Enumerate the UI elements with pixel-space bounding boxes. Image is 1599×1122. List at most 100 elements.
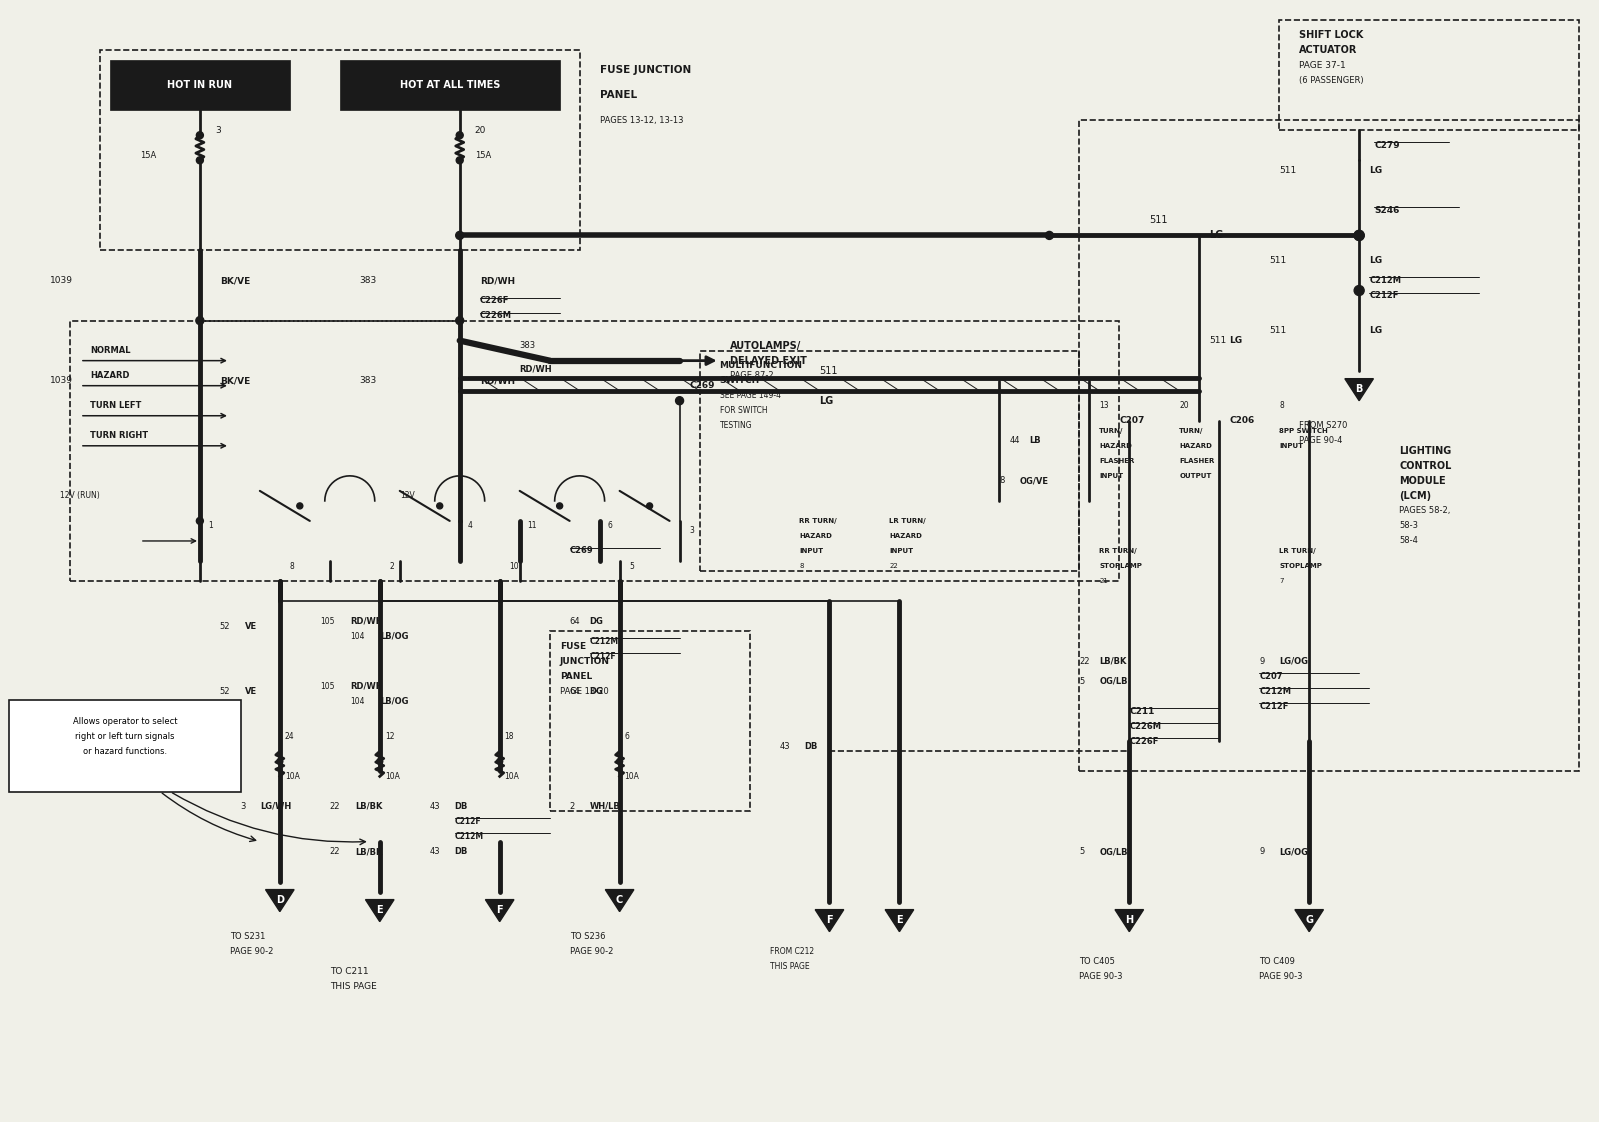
Text: BK/VE: BK/VE — [219, 376, 249, 385]
Text: TO C211: TO C211 — [329, 967, 368, 976]
Polygon shape — [1295, 910, 1324, 931]
Text: 12V (RUN): 12V (RUN) — [59, 491, 99, 500]
Text: C226F: C226F — [480, 296, 508, 305]
Text: AUTOLAMPS/: AUTOLAMPS/ — [729, 341, 801, 350]
Text: LB/BK: LB/BK — [1099, 656, 1127, 665]
Polygon shape — [886, 910, 913, 931]
Text: SHIFT LOCK: SHIFT LOCK — [1298, 30, 1364, 40]
Text: HAZARD: HAZARD — [1178, 443, 1212, 449]
Text: 22: 22 — [1079, 656, 1091, 665]
Polygon shape — [265, 890, 294, 911]
Text: C211: C211 — [1129, 707, 1154, 716]
Text: LB/BK: LB/BK — [355, 802, 382, 811]
Text: 52: 52 — [219, 687, 230, 696]
Text: 3: 3 — [214, 126, 221, 135]
Circle shape — [437, 503, 443, 509]
Text: LR TURN/: LR TURN/ — [1279, 548, 1316, 554]
Text: STOPLAMP: STOPLAMP — [1279, 563, 1322, 569]
Text: F: F — [827, 914, 833, 925]
Text: TO C409: TO C409 — [1258, 957, 1295, 966]
Text: OUTPUT: OUTPUT — [1178, 472, 1212, 479]
Text: TO C405: TO C405 — [1079, 957, 1115, 966]
Text: 104: 104 — [350, 697, 365, 706]
Circle shape — [197, 157, 203, 164]
Text: 10A: 10A — [505, 772, 520, 781]
Text: WH/LB: WH/LB — [590, 802, 620, 811]
Text: 7: 7 — [1279, 578, 1284, 585]
Circle shape — [497, 758, 502, 764]
Bar — [339, 61, 560, 110]
Text: INPUT: INPUT — [1099, 472, 1124, 479]
Text: C212F: C212F — [454, 817, 481, 826]
Text: 5: 5 — [1079, 677, 1084, 686]
Text: LG/WH: LG/WH — [259, 802, 291, 811]
Text: 8: 8 — [289, 561, 294, 570]
Text: 22: 22 — [329, 802, 341, 811]
Text: H: H — [1126, 914, 1134, 925]
Text: HOT AT ALL TIMES: HOT AT ALL TIMES — [400, 80, 500, 90]
Text: 383: 383 — [520, 341, 536, 350]
Text: LG: LG — [1209, 230, 1223, 240]
Text: RD/WH: RD/WH — [480, 276, 515, 285]
Text: TURN/: TURN/ — [1178, 427, 1204, 434]
Text: LG: LG — [1369, 256, 1382, 265]
Circle shape — [556, 503, 563, 509]
Text: TURN LEFT: TURN LEFT — [90, 402, 141, 411]
Text: 10A: 10A — [385, 772, 400, 781]
Text: ACTUATOR: ACTUATOR — [1298, 45, 1358, 55]
Text: 511: 511 — [1279, 166, 1297, 175]
Polygon shape — [486, 900, 513, 921]
Text: 52: 52 — [219, 622, 230, 631]
Circle shape — [1354, 285, 1364, 295]
Text: 10: 10 — [510, 561, 520, 570]
Text: TURN/: TURN/ — [1099, 427, 1124, 434]
Text: right or left turn signals: right or left turn signals — [75, 732, 174, 741]
Text: DB: DB — [454, 847, 469, 856]
Text: G: G — [1305, 914, 1313, 925]
Circle shape — [675, 397, 683, 405]
Text: 2: 2 — [569, 802, 576, 811]
Circle shape — [617, 758, 622, 764]
Text: 9: 9 — [1258, 847, 1265, 856]
Text: PAGE 90-2: PAGE 90-2 — [569, 947, 612, 956]
Text: SWITCH: SWITCH — [720, 376, 760, 385]
Polygon shape — [815, 910, 844, 931]
Text: HAZARD: HAZARD — [1099, 443, 1132, 449]
Text: PAGE 90-4: PAGE 90-4 — [1298, 436, 1343, 445]
Bar — [99, 50, 579, 250]
Circle shape — [646, 503, 652, 509]
Text: BK/VE: BK/VE — [219, 276, 249, 285]
Text: 511: 511 — [1270, 256, 1287, 265]
Text: FROM C212: FROM C212 — [769, 947, 814, 956]
Text: JUNCTION: JUNCTION — [560, 656, 609, 665]
Text: PAGE 90-2: PAGE 90-2 — [230, 947, 273, 956]
Text: 12V: 12V — [400, 491, 414, 500]
Text: 10A: 10A — [625, 772, 640, 781]
Text: 43: 43 — [779, 742, 790, 751]
Text: 1: 1 — [208, 522, 213, 531]
Text: PAGES 13-12, 13-13: PAGES 13-12, 13-13 — [600, 116, 683, 125]
Text: RD/WH: RD/WH — [480, 376, 515, 385]
Text: FLASHER: FLASHER — [1178, 458, 1215, 463]
Text: LG: LG — [1369, 166, 1382, 175]
Text: 104: 104 — [350, 632, 365, 641]
Text: 8PP SWITCH: 8PP SWITCH — [1279, 427, 1327, 434]
Text: FROM S270: FROM S270 — [1298, 421, 1348, 430]
Text: OG/VE: OG/VE — [1019, 477, 1049, 486]
Text: C207: C207 — [1258, 672, 1282, 681]
Text: THIS PAGE: THIS PAGE — [329, 982, 376, 991]
Text: STOPLAMP: STOPLAMP — [1099, 563, 1142, 569]
Text: RD/WH: RD/WH — [520, 365, 552, 374]
Text: DG: DG — [590, 617, 603, 626]
Text: or hazard functions.: or hazard functions. — [83, 747, 166, 756]
Text: TURN RIGHT: TURN RIGHT — [90, 431, 149, 440]
Circle shape — [197, 517, 203, 524]
Text: DB: DB — [454, 802, 469, 811]
Circle shape — [197, 131, 203, 139]
Text: 64: 64 — [569, 617, 580, 626]
Text: HAZARD: HAZARD — [889, 533, 923, 539]
Text: TESTING: TESTING — [720, 421, 752, 430]
Text: DELAYED EXIT: DELAYED EXIT — [729, 356, 806, 366]
Circle shape — [195, 316, 203, 324]
Circle shape — [1354, 230, 1364, 240]
